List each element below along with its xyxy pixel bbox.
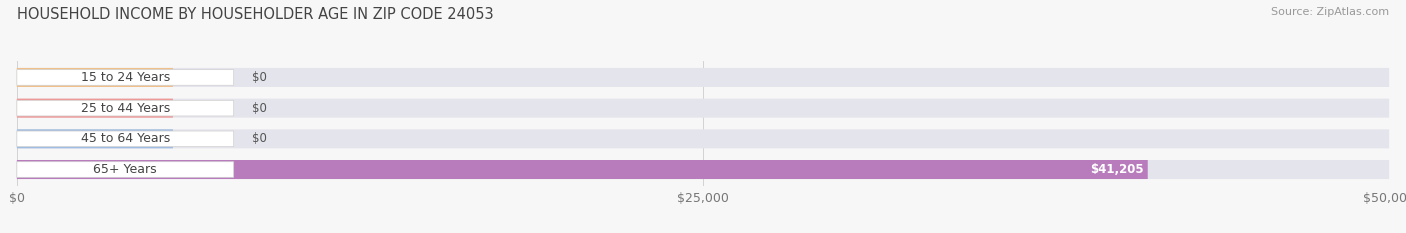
Text: $0: $0 [252, 132, 266, 145]
FancyBboxPatch shape [17, 99, 1389, 118]
FancyBboxPatch shape [17, 162, 233, 177]
FancyBboxPatch shape [17, 129, 1389, 148]
FancyBboxPatch shape [17, 129, 173, 148]
Text: HOUSEHOLD INCOME BY HOUSEHOLDER AGE IN ZIP CODE 24053: HOUSEHOLD INCOME BY HOUSEHOLDER AGE IN Z… [17, 7, 494, 22]
FancyBboxPatch shape [17, 68, 1389, 87]
Text: 15 to 24 Years: 15 to 24 Years [80, 71, 170, 84]
Text: $41,205: $41,205 [1090, 163, 1143, 176]
Text: Source: ZipAtlas.com: Source: ZipAtlas.com [1271, 7, 1389, 17]
Text: $0: $0 [252, 102, 266, 115]
FancyBboxPatch shape [17, 160, 1147, 179]
FancyBboxPatch shape [17, 99, 173, 118]
FancyBboxPatch shape [17, 70, 233, 85]
Text: 65+ Years: 65+ Years [93, 163, 157, 176]
FancyBboxPatch shape [17, 100, 233, 116]
FancyBboxPatch shape [17, 131, 233, 147]
Text: $0: $0 [252, 71, 266, 84]
FancyBboxPatch shape [17, 160, 1389, 179]
Text: 25 to 44 Years: 25 to 44 Years [80, 102, 170, 115]
FancyBboxPatch shape [17, 68, 173, 87]
Text: 45 to 64 Years: 45 to 64 Years [80, 132, 170, 145]
